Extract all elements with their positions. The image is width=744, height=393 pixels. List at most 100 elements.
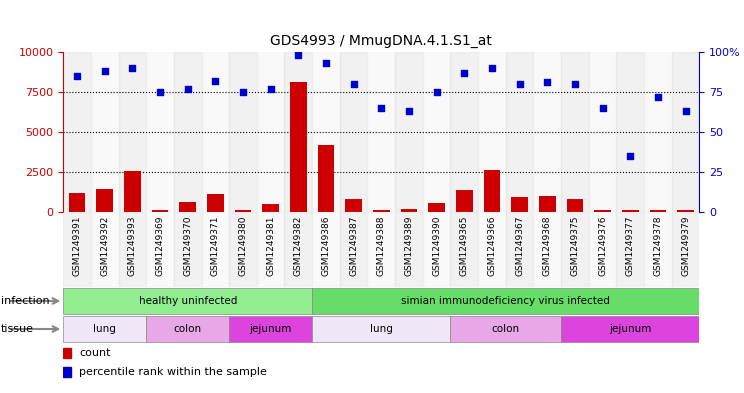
Point [679,108,691,114]
Bar [118,52,147,212]
Text: GSM1249382: GSM1249382 [294,216,303,276]
Title: GDS4993 / MmugDNA.4.1.S1_at: GDS4993 / MmugDNA.4.1.S1_at [270,34,493,48]
Bar [395,52,423,212]
Bar [594,209,611,212]
Text: GSM1249377: GSM1249377 [626,216,635,276]
Bar [506,212,533,287]
Text: colon: colon [173,324,202,334]
Text: GSM1249381: GSM1249381 [266,216,275,276]
Bar [622,210,638,212]
Bar [644,52,672,212]
Bar [672,52,699,212]
Bar [450,212,478,287]
Point [320,60,332,66]
Text: GSM1249386: GSM1249386 [321,216,330,276]
Bar [450,52,478,212]
Bar [567,199,583,212]
Point [265,86,277,92]
Text: jejunum: jejunum [249,324,292,334]
Bar [97,189,113,212]
Bar [312,212,340,287]
Bar [147,212,174,287]
Text: infection: infection [1,296,49,306]
Point [431,89,443,95]
Bar [589,52,616,212]
Bar [484,171,500,212]
Text: GSM1249392: GSM1249392 [100,216,109,276]
Text: GSM1249379: GSM1249379 [681,216,690,276]
Text: GSM1249370: GSM1249370 [183,216,192,276]
Bar [229,52,257,212]
Bar [539,196,556,212]
Text: tissue: tissue [1,324,33,334]
Bar [511,197,528,212]
Bar [174,52,202,212]
Bar [207,194,224,212]
Bar [561,316,699,342]
Point [182,86,193,92]
Bar [63,348,71,358]
Text: jejunum: jejunum [609,324,652,334]
Bar [147,316,229,342]
Text: GSM1249367: GSM1249367 [515,216,524,276]
Text: lung: lung [93,324,116,334]
Bar [124,171,141,212]
Text: GSM1249378: GSM1249378 [653,216,662,276]
Bar [68,193,86,212]
Text: GSM1249387: GSM1249387 [349,216,358,276]
Bar [229,316,312,342]
Bar [401,209,417,212]
Bar [644,212,672,287]
Bar [616,52,644,212]
Bar [312,288,699,314]
Bar [284,52,312,212]
Point [71,73,83,79]
Bar [589,212,616,287]
Text: GSM1249368: GSM1249368 [542,216,552,276]
Bar [395,212,423,287]
Bar [478,52,506,212]
Bar [345,199,362,212]
Bar [234,210,251,212]
Point [347,81,359,87]
Point [458,70,470,76]
Bar [174,212,202,287]
Bar [229,212,257,287]
Point [154,89,166,95]
Text: GSM1249365: GSM1249365 [460,216,469,276]
Bar [561,212,589,287]
Bar [456,190,472,212]
Point [126,65,138,71]
Bar [677,210,694,212]
Bar [63,316,147,342]
Text: GSM1249391: GSM1249391 [73,216,82,276]
Bar [368,212,395,287]
Point [99,68,111,74]
Text: GSM1249388: GSM1249388 [376,216,386,276]
Text: GSM1249376: GSM1249376 [598,216,607,276]
Bar [179,202,196,212]
Bar [202,52,229,212]
Bar [423,212,450,287]
Text: GSM1249380: GSM1249380 [239,216,248,276]
Bar [63,212,91,287]
Point [542,79,554,86]
Bar [340,52,368,212]
Point [569,81,581,87]
Point [237,89,249,95]
Bar [533,212,561,287]
Bar [63,367,71,377]
Point [652,94,664,100]
Bar [616,212,644,287]
Text: GSM1249375: GSM1249375 [571,216,580,276]
Text: GSM1249393: GSM1249393 [128,216,137,276]
Bar [312,316,450,342]
Point [376,105,388,111]
Point [403,108,415,114]
Text: lung: lung [370,324,393,334]
Bar [263,204,279,212]
Bar [561,52,589,212]
Bar [257,52,284,212]
Point [597,105,609,111]
Text: GSM1249369: GSM1249369 [155,216,164,276]
